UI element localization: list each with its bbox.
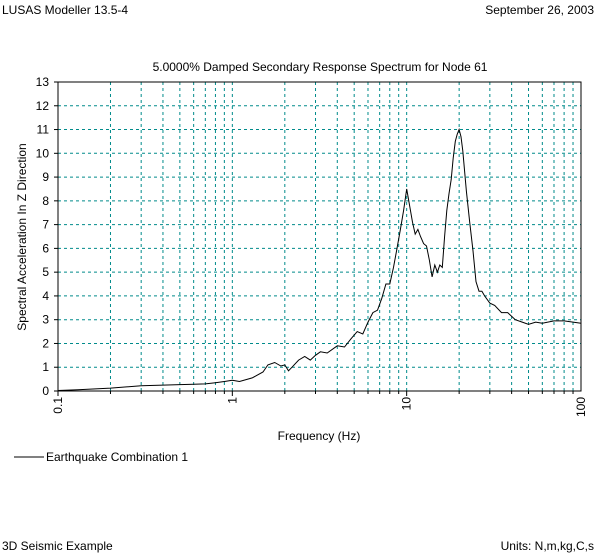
x-axis-label: Frequency (Hz)	[278, 429, 361, 443]
y-tick-label: 11	[37, 123, 50, 137]
y-tick-label: 12	[36, 99, 50, 113]
series-line-earthquake-combination-1	[57, 127, 582, 391]
y-tick-label: 1	[42, 360, 49, 374]
y-tick-label: 10	[36, 146, 50, 160]
y-axis-label: Spectral Acceleration In Z Direction	[15, 143, 29, 330]
y-tick-label: 3	[42, 313, 49, 327]
y-tick-label: 13	[36, 75, 50, 89]
x-tick-label: 1	[225, 397, 239, 404]
y-tick-label: 4	[42, 289, 49, 303]
app-title: LUSAS Modeller 13.5-4	[2, 3, 129, 17]
y-tick-label: 0	[42, 384, 49, 398]
units-label: Units: N,m,kg,C,s	[500, 539, 594, 553]
y-tick-label: 2	[42, 336, 49, 350]
series-group	[57, 127, 582, 391]
plot-frame	[57, 81, 582, 392]
y-tick-label: 8	[42, 194, 49, 208]
legend-entry-earthquake-combination-1: Earthquake Combination 1	[46, 450, 188, 464]
y-tick-label: 9	[42, 170, 49, 184]
report-date: September 26, 2003	[485, 3, 594, 17]
x-tick-label: 10	[400, 397, 414, 411]
grid-lines	[58, 82, 581, 391]
model-name: 3D Seismic Example	[2, 539, 113, 553]
x-tick-label: 0.1	[51, 397, 65, 414]
x-axis-ticks: 0.1 1 10 100	[51, 391, 588, 417]
chart-title: 5.0000% Damped Secondary Response Spectr…	[153, 60, 488, 74]
y-tick-label: 5	[42, 265, 49, 279]
x-tick-label: 100	[574, 397, 588, 417]
y-tick-label: 7	[42, 218, 49, 232]
y-tick-label: 6	[42, 241, 49, 255]
